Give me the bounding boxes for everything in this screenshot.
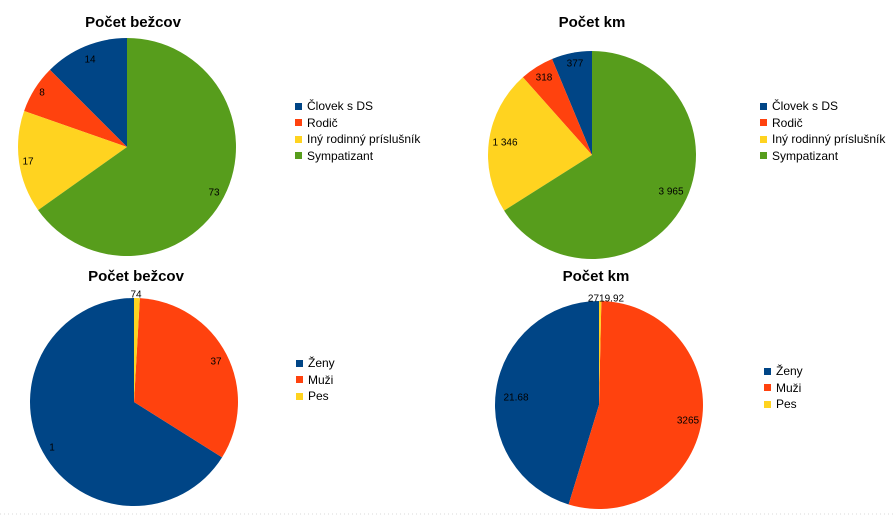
pie-slice-pes	[134, 298, 140, 402]
legend-swatch	[764, 367, 771, 375]
data-label-pes: 1	[49, 443, 55, 454]
chart-title: Počet km	[559, 14, 626, 31]
data-label-muzi: 37	[210, 357, 222, 368]
legend-label: Ženy	[776, 364, 803, 378]
legend-swatch	[295, 102, 302, 110]
legend-swatch	[296, 359, 303, 367]
pie-slice-sympatizant	[38, 37, 237, 257]
data-label-iny-rodinny-prislusnik: 17	[22, 157, 34, 168]
data-label-iny-rodinny-prislusnik: 1 346	[492, 138, 517, 149]
legend-item-zeny: Ženy	[764, 363, 803, 380]
legend-item-clovek-s-ds: Človek s DS	[760, 98, 885, 115]
legend-item-sympatizant: Sympatizant	[760, 148, 885, 165]
legend-swatch	[295, 135, 302, 143]
legend-item-muzi: Muži	[764, 380, 803, 397]
legend-label: Sympatizant	[307, 148, 374, 163]
legend: Ženy Muži Pes	[764, 363, 803, 413]
data-label-zeny: 2719.92	[588, 294, 625, 305]
legend-label: Ženy	[308, 356, 335, 370]
data-label-zeny: 74	[130, 290, 142, 301]
legend-swatch	[295, 152, 302, 160]
pie-slice-zeny	[29, 298, 223, 506]
data-label-sympatizant: 3 965	[658, 187, 683, 198]
legend-label: Pes	[308, 389, 329, 403]
legend: Človek s DS Rodič Iný rodinný príslušník Sy…	[760, 98, 885, 164]
data-label-rodic: 318	[536, 73, 553, 84]
legend-item-rodic: Rodič	[760, 115, 885, 132]
data-label-sympatizant: 73	[208, 188, 220, 199]
data-label-pes: 21.68	[503, 393, 528, 404]
legend-label: Muži	[308, 372, 334, 387]
chart-title: Počet bežcov	[88, 268, 185, 285]
pie-slice-pes	[599, 301, 602, 405]
legend-swatch	[296, 392, 303, 400]
legend-label: Človek s DS	[772, 99, 839, 113]
legend-swatch	[764, 400, 771, 408]
legend-item-clovek-s-ds: Človek s DS	[295, 98, 420, 115]
legend-swatch	[296, 376, 303, 384]
legend-item-sympatizant: Sympatizant	[295, 148, 420, 165]
chart-title: Počet bežcov	[85, 14, 182, 31]
legend-item-pes: Pes	[764, 396, 803, 413]
legend-label: Rodič	[772, 115, 803, 130]
legend-swatch	[760, 152, 767, 160]
data-label-muzi: 3265	[677, 416, 700, 427]
legend-label: Iný rodinný príslušník	[772, 132, 886, 146]
pie-slice-iny-rodinny-prislusnik	[18, 110, 128, 211]
legend: Človek s DS Rodič Iný rodinný príslušník Sy…	[295, 98, 420, 164]
pie-slice-clovek-s-ds	[552, 51, 592, 155]
pie-slice-iny-rodinny-prislusnik	[487, 77, 592, 211]
legend-swatch	[760, 102, 767, 110]
legend-swatch	[760, 119, 767, 127]
legend-label: Rodič	[307, 115, 338, 130]
data-label-clovek-s-ds: 377	[567, 59, 584, 70]
legend-item-rodic: Rodič	[295, 115, 420, 132]
legend-label: Človek s DS	[307, 99, 374, 113]
legend-item-muzi: Muži	[296, 372, 335, 389]
legend-label: Iný rodinný príslušník	[307, 132, 421, 146]
legend-swatch	[764, 384, 771, 392]
pie-slice-zeny	[495, 301, 599, 505]
legend-swatch	[295, 119, 302, 127]
legend-item-pes: Pes	[296, 388, 335, 405]
pie-slice-muzi	[134, 298, 238, 458]
legend-item-zeny: Ženy	[296, 355, 335, 372]
legend-label: Pes	[776, 397, 797, 411]
pie-slice-muzi	[568, 301, 703, 509]
pie-slice-sympatizant	[504, 51, 696, 259]
data-label-rodic: 8	[39, 88, 45, 99]
legend-swatch	[760, 135, 767, 143]
legend-label: Muži	[776, 380, 802, 395]
pie-slice-rodic	[522, 58, 592, 155]
legend: Ženy Muži Pes	[296, 355, 335, 405]
pie-slice-rodic	[24, 69, 128, 147]
legend-item-iny-rodinny-prislusnik: Iný rodinný príslušník	[760, 131, 885, 148]
legend-label: Sympatizant	[772, 148, 839, 163]
legend-item-iny-rodinny-prislusnik: Iný rodinný príslušník	[295, 131, 420, 148]
pie-slice-clovek-s-ds	[49, 38, 127, 147]
data-label-clovek-s-ds: 14	[84, 55, 96, 66]
chart-title: Počet km	[563, 268, 630, 285]
